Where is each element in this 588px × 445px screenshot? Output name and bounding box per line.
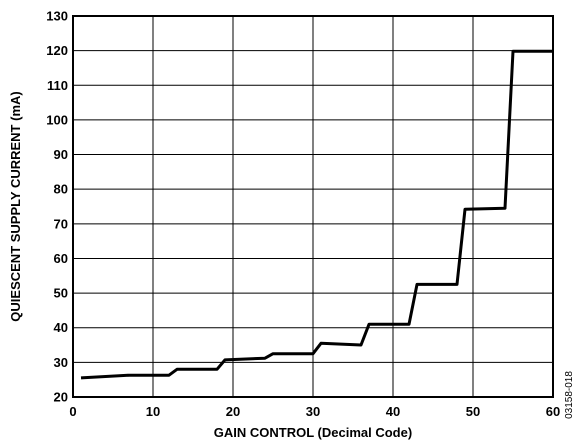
x-tick-labels: 0 10 20 30 40 50 60 bbox=[69, 404, 560, 419]
x-tick-label: 10 bbox=[146, 404, 160, 419]
y-tick-label: 30 bbox=[54, 355, 68, 370]
plot-frame bbox=[72, 15, 554, 398]
x-tick-label: 50 bbox=[466, 404, 480, 419]
y-tick-label: 130 bbox=[46, 9, 68, 24]
x-tick-label: 20 bbox=[226, 404, 240, 419]
y-tick-label: 80 bbox=[54, 182, 68, 197]
x-tick-label: 60 bbox=[546, 404, 560, 419]
figure-id: 03158-018 bbox=[564, 371, 575, 419]
x-tick-label: 40 bbox=[386, 404, 400, 419]
series-group bbox=[80, 49, 553, 380]
series-line-0 bbox=[80, 49, 553, 380]
x-tick-label: 0 bbox=[69, 404, 76, 419]
x-tick-label: 30 bbox=[306, 404, 320, 419]
y-tick-label: 120 bbox=[46, 43, 68, 58]
y-axis-label: QUIESCENT SUPPLY CURRENT (mA) bbox=[8, 91, 23, 321]
x-axis-label: GAIN CONTROL (Decimal Code) bbox=[214, 425, 412, 440]
y-tick-label: 20 bbox=[54, 390, 68, 405]
y-tick-label: 60 bbox=[54, 251, 68, 266]
y-tick-labels: 20 30 40 50 60 70 80 90 100 110 120 130 bbox=[46, 9, 68, 405]
y-tick-label: 100 bbox=[46, 112, 68, 127]
grid bbox=[73, 16, 553, 397]
y-tick-label: 70 bbox=[54, 216, 68, 231]
y-tick-label: 110 bbox=[47, 78, 68, 93]
y-tick-label: 50 bbox=[54, 286, 68, 301]
y-tick-label: 90 bbox=[54, 147, 68, 162]
y-tick-label: 40 bbox=[54, 320, 68, 335]
